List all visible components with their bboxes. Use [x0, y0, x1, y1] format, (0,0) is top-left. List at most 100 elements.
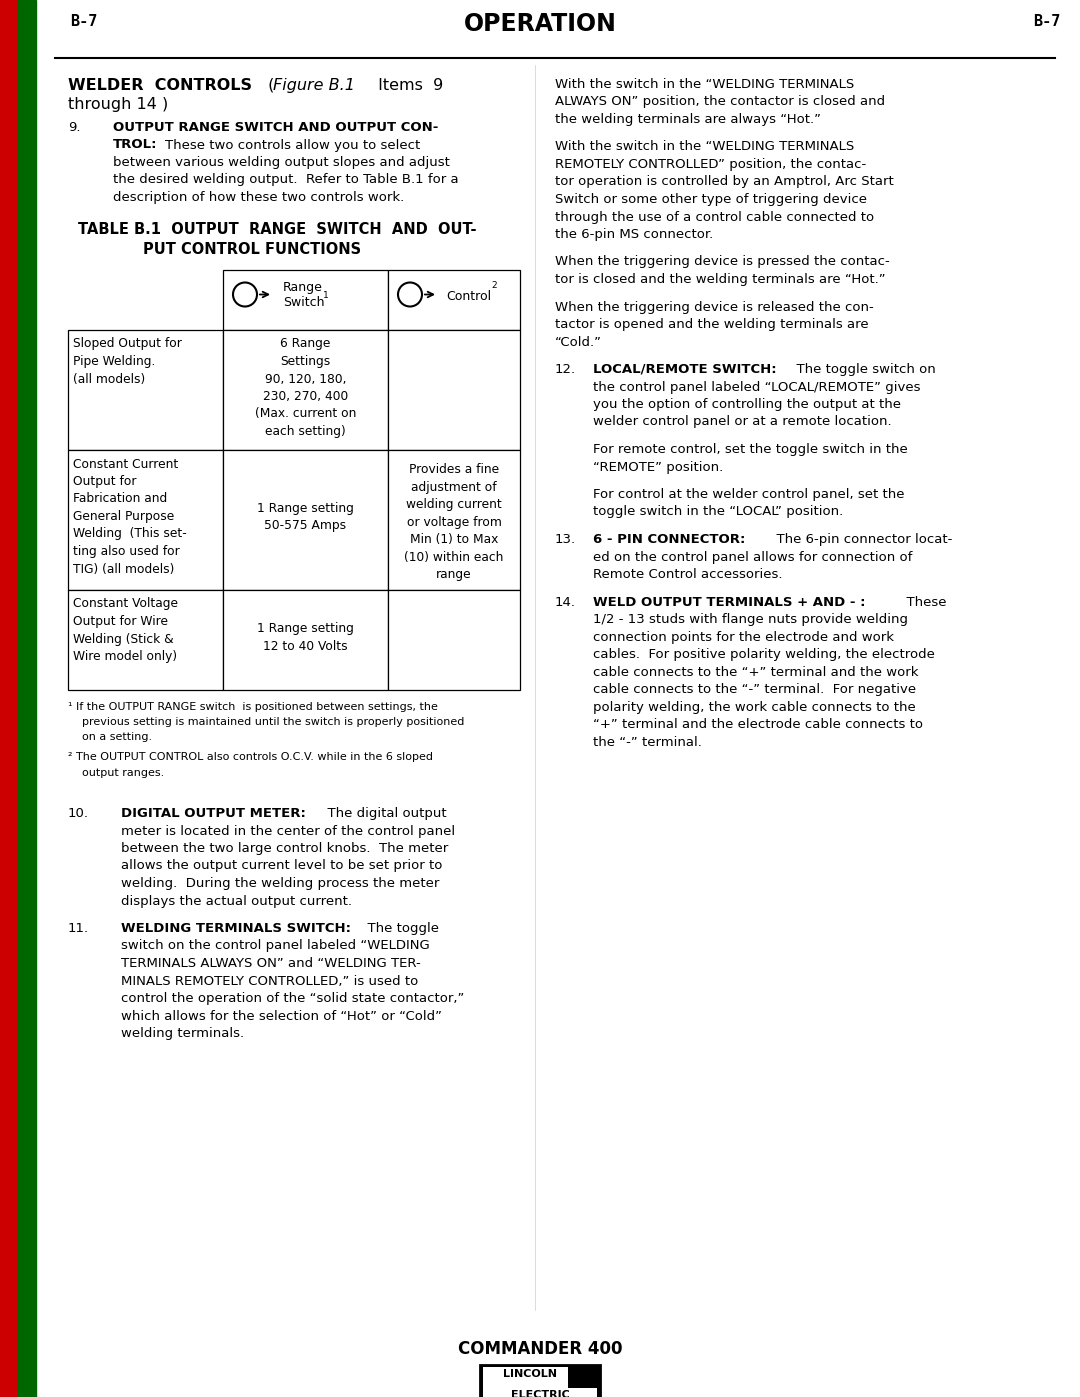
Text: COMMANDER 400: COMMANDER 400 [458, 1340, 622, 1358]
Text: (Max. current on: (Max. current on [255, 408, 356, 420]
Text: The toggle: The toggle [359, 922, 438, 935]
Text: 1 Range setting: 1 Range setting [257, 622, 354, 636]
Text: Pipe Welding.: Pipe Welding. [73, 355, 156, 367]
Text: PUT CONTROL FUNCTIONS: PUT CONTROL FUNCTIONS [143, 242, 361, 257]
Bar [0, 0, 18, 1397]
Text: “Cold.”: “Cold.” [555, 335, 602, 348]
Bar [483, 1389, 597, 1397]
Text: Return to Section TOC: Return to Section TOC [4, 115, 14, 221]
Text: ed on the control panel allows for connection of: ed on the control panel allows for conne… [593, 550, 913, 563]
Text: Switch or some other type of triggering device: Switch or some other type of triggering … [555, 193, 867, 205]
Text: toggle switch in the “LOCAL” position.: toggle switch in the “LOCAL” position. [593, 506, 843, 518]
Text: 230, 270, 400: 230, 270, 400 [262, 390, 348, 402]
Text: each setting): each setting) [265, 425, 346, 439]
Text: 6 - PIN CONNECTOR:: 6 - PIN CONNECTOR: [593, 534, 745, 546]
Text: 9.: 9. [68, 122, 81, 134]
Text: Items  9: Items 9 [373, 78, 443, 94]
Bar [222, 270, 388, 330]
Text: between the two large control knobs.  The meter: between the two large control knobs. The… [121, 842, 448, 855]
Text: Output for Wire: Output for Wire [73, 615, 168, 629]
Bar [483, 1368, 568, 1389]
Text: Settings: Settings [281, 355, 330, 367]
Text: the control panel labeled “LOCAL/REMOTE” gives: the control panel labeled “LOCAL/REMOTE”… [593, 380, 920, 394]
Text: Sloped Output for: Sloped Output for [73, 338, 181, 351]
Text: Range: Range [283, 282, 323, 295]
Text: Return to Master TOC: Return to Master TOC [23, 1234, 31, 1337]
Text: meter is located in the center of the control panel: meter is located in the center of the co… [121, 824, 455, 837]
Text: tor operation is controlled by an Amptrol, Arc Start: tor operation is controlled by an Amptro… [555, 176, 894, 189]
Text: 13.: 13. [555, 534, 576, 546]
Text: output ranges.: output ranges. [82, 767, 164, 778]
Text: 12 to 40 Volts: 12 to 40 Volts [264, 640, 348, 652]
Text: displays the actual output current.: displays the actual output current. [121, 894, 352, 908]
Text: These: These [897, 595, 946, 609]
Text: 1/2 - 13 studs with flange nuts provide welding: 1/2 - 13 studs with flange nuts provide … [593, 613, 908, 626]
Text: ®: ® [572, 1368, 580, 1376]
Text: General Purpose: General Purpose [73, 510, 174, 522]
Bar [222, 450, 388, 590]
Bar [68, 590, 222, 690]
Text: With the switch in the “WELDING TERMINALS: With the switch in the “WELDING TERMINAL… [555, 141, 854, 154]
Text: Figure B.1: Figure B.1 [273, 78, 355, 94]
Text: TABLE B.1  OUTPUT  RANGE  SWITCH  AND  OUT-: TABLE B.1 OUTPUT RANGE SWITCH AND OUT- [78, 222, 476, 237]
Circle shape [399, 282, 422, 306]
Bar [388, 450, 519, 590]
Text: Control: Control [446, 289, 491, 303]
Text: LOCAL/REMOTE SWITCH:: LOCAL/REMOTE SWITCH: [593, 363, 777, 376]
Text: For control at the welder control panel, set the: For control at the welder control panel,… [593, 488, 905, 502]
Text: These two controls allow you to select: These two controls allow you to select [165, 138, 420, 151]
Text: welding.  During the welding process the meter: welding. During the welding process the … [121, 877, 440, 890]
Text: WELDING TERMINALS SWITCH:: WELDING TERMINALS SWITCH: [121, 922, 351, 935]
Bar [388, 330, 519, 450]
Text: 1: 1 [323, 292, 328, 300]
Text: 50-575 Amps: 50-575 Amps [265, 520, 347, 532]
Text: B-7: B-7 [70, 14, 97, 29]
Text: through the use of a control cable connected to: through the use of a control cable conne… [555, 211, 874, 224]
Text: 14.: 14. [555, 595, 576, 609]
Text: ALWAYS ON” position, the contactor is closed and: ALWAYS ON” position, the contactor is cl… [555, 95, 886, 109]
Text: adjustment of: adjustment of [411, 481, 497, 493]
Text: The digital output: The digital output [319, 807, 447, 820]
Text: “+” terminal and the electrode cable connects to: “+” terminal and the electrode cable con… [593, 718, 923, 731]
Bar [388, 590, 519, 690]
Text: Return to Master TOC: Return to Master TOC [23, 535, 31, 638]
Text: 12.: 12. [555, 363, 576, 376]
Text: 90, 120, 180,: 90, 120, 180, [265, 373, 347, 386]
Text: (: ( [264, 78, 274, 94]
Text: cable connects to the “-” terminal.  For negative: cable connects to the “-” terminal. For … [593, 683, 916, 696]
Bar [222, 590, 388, 690]
Text: LINCOLN: LINCOLN [503, 1369, 557, 1379]
Text: which allows for the selection of “Hot” or “Cold”: which allows for the selection of “Hot” … [121, 1010, 442, 1023]
Text: (10) within each: (10) within each [404, 550, 503, 564]
Text: When the triggering device is pressed the contac-: When the triggering device is pressed th… [555, 256, 890, 268]
Text: Return to Section TOC: Return to Section TOC [4, 534, 14, 640]
Text: switch on the control panel labeled “WELDING: switch on the control panel labeled “WEL… [121, 940, 430, 953]
Text: polarity welding, the work cable connects to the: polarity welding, the work cable connect… [593, 700, 916, 714]
Text: control the operation of the “solid state contactor,”: control the operation of the “solid stat… [121, 992, 464, 1004]
Text: cable connects to the “+” terminal and the work: cable connects to the “+” terminal and t… [593, 665, 918, 679]
Text: TERMINALS ALWAYS ON” and “WELDING TER-: TERMINALS ALWAYS ON” and “WELDING TER- [121, 957, 421, 970]
Text: Remote Control accessories.: Remote Control accessories. [593, 569, 783, 581]
Text: B-7: B-7 [1032, 14, 1059, 29]
Bar [388, 270, 519, 330]
Text: TROL:: TROL: [113, 138, 158, 151]
Text: the 6-pin MS connector.: the 6-pin MS connector. [555, 228, 713, 242]
Text: Welding (Stick &: Welding (Stick & [73, 633, 174, 645]
Text: allows the output current level to be set prior to: allows the output current level to be se… [121, 859, 443, 873]
Text: For remote control, set the toggle switch in the: For remote control, set the toggle switc… [593, 443, 908, 455]
Text: Return to Master TOC: Return to Master TOC [23, 926, 31, 1030]
Text: ting also used for: ting also used for [73, 545, 179, 557]
Text: MINALS REMOTELY CONTROLLED,” is used to: MINALS REMOTELY CONTROLLED,” is used to [121, 975, 418, 988]
Text: WELD OUTPUT TERMINALS + AND - :: WELD OUTPUT TERMINALS + AND - : [593, 595, 865, 609]
Text: “REMOTE” position.: “REMOTE” position. [593, 461, 724, 474]
Text: Return to Section TOC: Return to Section TOC [4, 925, 14, 1031]
Text: Switch: Switch [283, 296, 324, 310]
Text: or voltage from: or voltage from [406, 515, 501, 528]
Bar [222, 330, 388, 450]
Text: Constant Current: Constant Current [73, 457, 178, 471]
Text: 11.: 11. [68, 922, 90, 935]
Text: range: range [436, 569, 472, 581]
Text: the “-” terminal.: the “-” terminal. [593, 735, 702, 749]
Text: previous setting is maintained until the switch is properly positioned: previous setting is maintained until the… [82, 717, 464, 726]
Bar [68, 450, 222, 590]
